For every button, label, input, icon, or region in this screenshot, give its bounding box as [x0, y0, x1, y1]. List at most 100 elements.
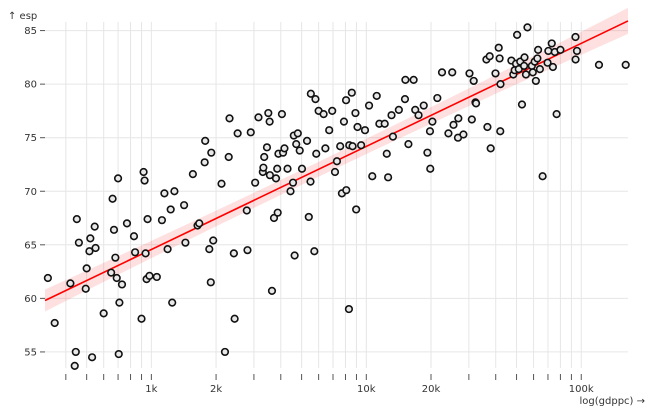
data-point	[145, 271, 154, 280]
data-point	[534, 45, 543, 54]
data-point	[295, 146, 304, 155]
data-point	[531, 76, 540, 86]
data-point	[262, 143, 272, 152]
data-point	[254, 113, 263, 122]
data-point	[404, 140, 413, 149]
data-point	[246, 128, 255, 137]
x-tick-label: 1k	[145, 384, 157, 395]
data-point	[81, 284, 90, 293]
data-point	[130, 248, 140, 257]
data-point	[459, 130, 468, 139]
data-point	[141, 249, 150, 258]
data-point	[339, 117, 349, 126]
data-point	[85, 247, 94, 256]
data-point	[621, 60, 630, 69]
data-point	[368, 172, 377, 181]
data-point	[444, 129, 453, 138]
data-point	[384, 173, 393, 182]
data-point	[454, 114, 463, 123]
data-point	[556, 45, 565, 54]
data-point	[491, 69, 500, 78]
data-point	[292, 140, 301, 149]
data-point	[321, 144, 330, 153]
data-point	[425, 127, 435, 136]
data-point	[233, 129, 242, 138]
data-point	[401, 75, 410, 84]
data-point	[283, 164, 292, 173]
data-point	[319, 110, 328, 119]
data-point	[311, 95, 320, 104]
y-tick-label: 60	[24, 294, 37, 305]
data-point	[304, 212, 313, 222]
data-point	[160, 189, 169, 198]
data-point	[520, 53, 529, 62]
data-point	[357, 141, 366, 150]
data-point	[528, 68, 537, 77]
data-point	[273, 208, 282, 217]
data-point	[328, 106, 337, 116]
data-point	[269, 213, 279, 223]
data-point	[306, 89, 315, 98]
data-point	[260, 152, 269, 162]
data-point	[394, 105, 403, 114]
data-point	[200, 158, 209, 167]
data-point	[181, 238, 190, 247]
data-point	[310, 247, 319, 256]
data-point	[115, 298, 124, 307]
data-point	[594, 60, 604, 69]
data-point	[347, 88, 356, 97]
data-point	[448, 68, 457, 77]
y-tick-label: 55	[24, 347, 37, 358]
x-tick-label: 100k	[569, 384, 594, 395]
data-point	[179, 201, 189, 210]
data-point	[91, 243, 100, 253]
data-point	[330, 167, 340, 177]
x-tick-label: 2k	[210, 384, 222, 395]
data-point	[251, 178, 260, 187]
data-point	[494, 43, 503, 52]
data-point	[538, 172, 547, 181]
data-point	[519, 61, 529, 71]
data-point	[419, 101, 428, 110]
data-point	[485, 52, 494, 61]
data-point	[242, 206, 251, 215]
data-point	[129, 232, 139, 241]
data-point	[157, 216, 167, 225]
data-point	[382, 149, 391, 158]
data-point	[467, 115, 476, 124]
data-point	[351, 108, 360, 118]
data-point	[414, 111, 423, 120]
data-point	[352, 205, 361, 214]
data-point	[344, 304, 354, 314]
data-point	[496, 80, 505, 89]
data-point	[544, 46, 553, 56]
data-point	[552, 110, 561, 119]
data-point	[82, 264, 91, 273]
data-point	[220, 347, 230, 357]
data-point	[535, 65, 544, 74]
data-point	[188, 170, 197, 179]
data-point	[523, 23, 532, 32]
data-point	[111, 253, 120, 262]
data-point	[306, 177, 315, 186]
data-point	[465, 69, 474, 78]
data-point	[139, 167, 148, 177]
y-tick-label: 85	[24, 26, 37, 37]
data-point	[108, 194, 117, 203]
data-point	[297, 164, 307, 173]
data-point	[496, 127, 505, 136]
data-point	[288, 178, 298, 187]
data-point	[387, 111, 396, 120]
data-point	[533, 54, 542, 63]
data-point	[201, 136, 210, 146]
x-axis-label: log(gdppc) →	[580, 396, 646, 407]
data-point	[486, 144, 495, 153]
data-point	[107, 268, 116, 277]
data-point	[72, 215, 81, 224]
data-point	[548, 62, 557, 72]
data-point	[264, 108, 273, 118]
grid	[45, 22, 628, 368]
data-point	[271, 174, 281, 183]
data-point	[572, 46, 582, 56]
data-point	[332, 157, 342, 166]
